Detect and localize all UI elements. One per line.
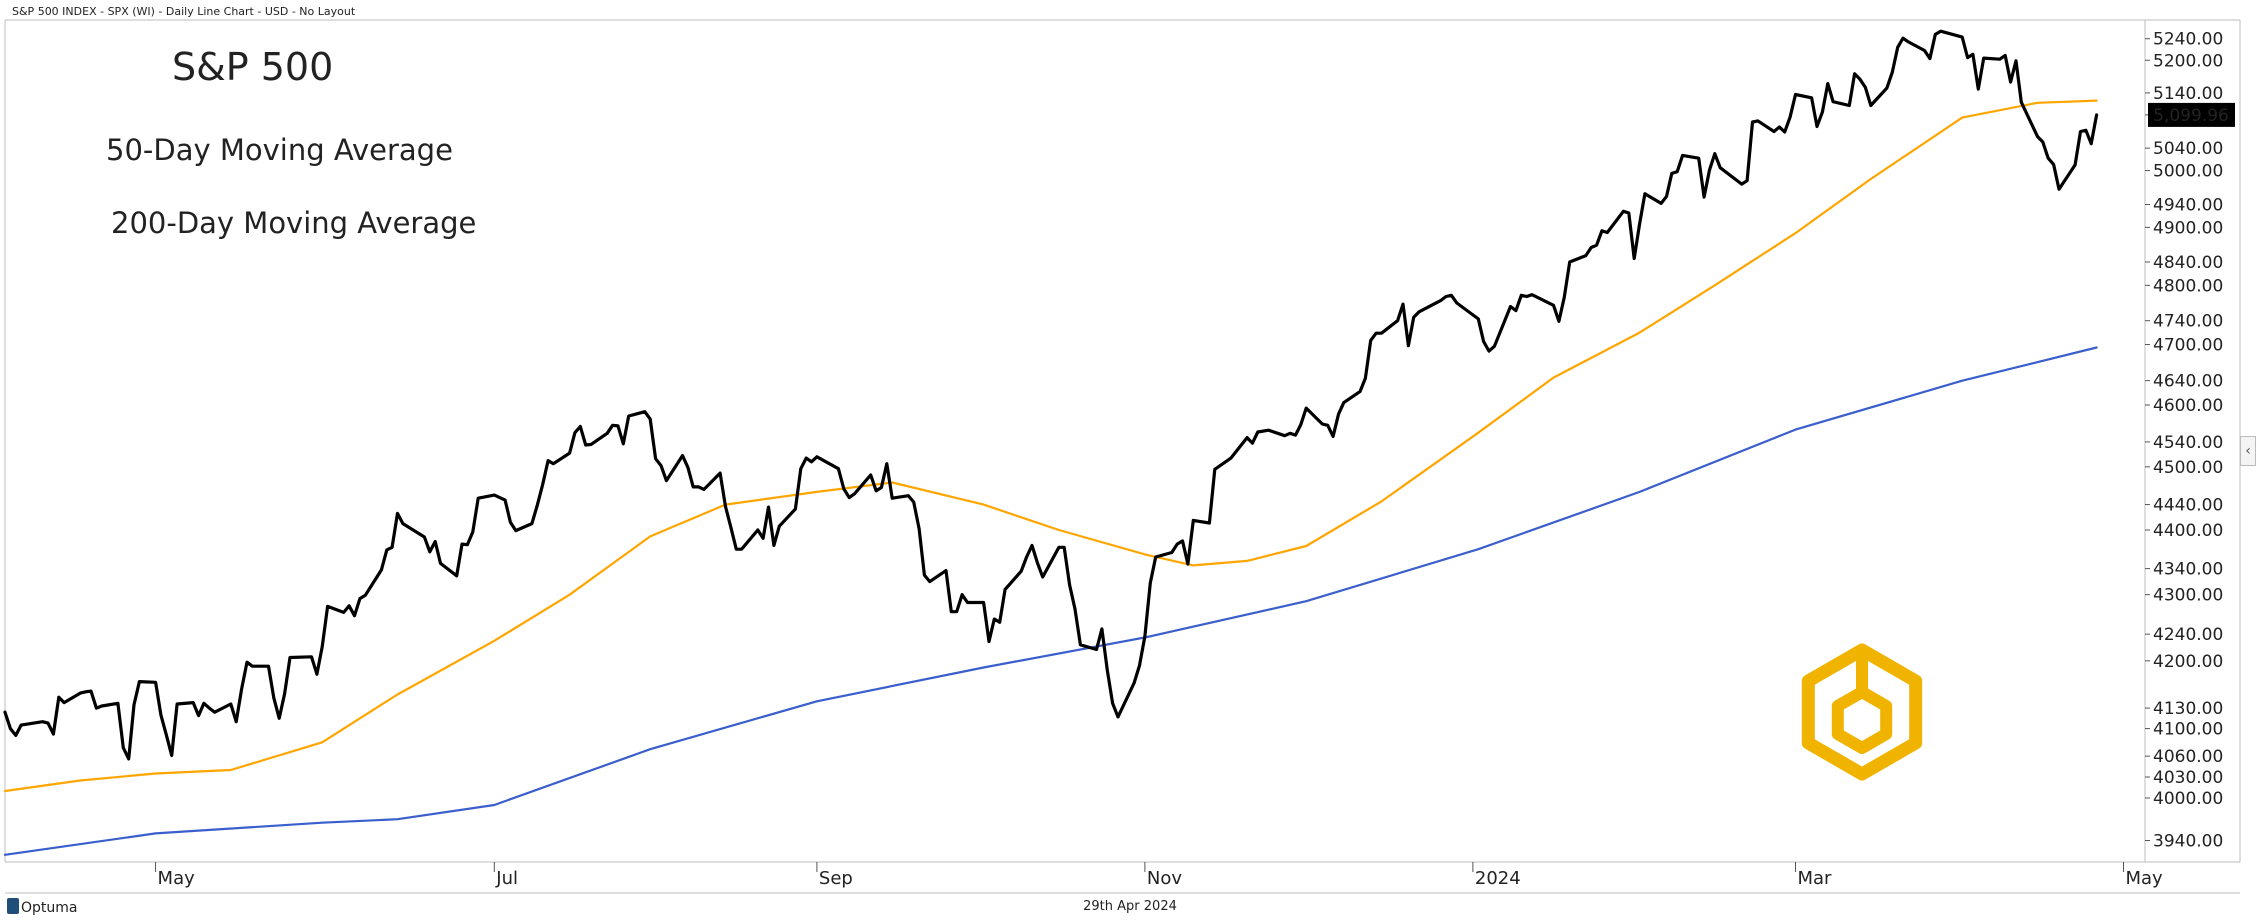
- y-tick-label: 4440.00: [2153, 496, 2223, 516]
- y-tick-label: 4700.00: [2153, 336, 2223, 356]
- y-tick-label: 4100.00: [2153, 720, 2223, 740]
- brand-logo-mark: [1801, 643, 1923, 781]
- footer-brand: Optuma: [21, 900, 78, 916]
- logo-hex-outer: [1801, 643, 1923, 781]
- x-tick-label: Jul: [495, 868, 518, 889]
- y-tick-label: 4740.00: [2153, 312, 2223, 332]
- chart-title: S&P 500: [172, 45, 333, 89]
- series-line-sp500: [3, 29, 2099, 761]
- y-tick-label: 4640.00: [2153, 372, 2223, 392]
- optuma-logo-icon: [7, 898, 19, 914]
- y-tick-label: 4400.00: [2153, 521, 2223, 541]
- y-tick-label: 4240.00: [2153, 625, 2223, 645]
- price-lines: [3, 29, 2099, 856]
- logo-hex-inner: [1831, 686, 1893, 754]
- x-tick-label: Sep: [819, 868, 853, 889]
- y-tick-label: 4000.00: [2153, 789, 2223, 809]
- chart-header-text: S&P 500 INDEX - SPX (WI) - Daily Line Ch…: [12, 5, 356, 18]
- y-tick-label: 4800.00: [2153, 276, 2223, 296]
- x-tick-label: May: [158, 868, 196, 889]
- series-line-ma200: [3, 346, 2098, 856]
- x-tick-label: Mar: [1798, 868, 1833, 889]
- legend-entry-ma50: 50-Day Moving Average: [106, 133, 453, 167]
- y-tick-label: 4940.00: [2153, 195, 2223, 215]
- collapse-panel-button[interactable]: ‹: [2240, 436, 2256, 466]
- y-tick-label: 5140.00: [2153, 84, 2223, 104]
- y-tick-label: 3940.00: [2153, 832, 2223, 852]
- y-tick-label: 4540.00: [2153, 433, 2223, 453]
- y-tick-label: 4500.00: [2153, 458, 2223, 478]
- y-tick-label: 4600.00: [2153, 396, 2223, 416]
- series-line-ma50: [3, 99, 2098, 793]
- last-price-tag: 5,099.96: [2148, 102, 2235, 127]
- y-tick-label: 5040.00: [2153, 139, 2223, 159]
- y-tick-label: 5200.00: [2153, 51, 2223, 71]
- x-axis: May Jul Sep Nov 2024 Mar May: [155, 862, 2163, 889]
- y-tick-label: 5240.00: [2153, 30, 2223, 50]
- footer: Optuma 29th Apr 2024: [7, 898, 1177, 916]
- chevron-left-icon: ‹: [2245, 443, 2251, 459]
- y-tick-label: 4900.00: [2153, 218, 2223, 238]
- x-tick-label: Nov: [1147, 868, 1182, 889]
- last-price-label: 5,099.96: [2153, 106, 2229, 126]
- y-tick-label: 4200.00: [2153, 652, 2223, 672]
- y-tick-label: 4340.00: [2153, 560, 2223, 580]
- y-tick-label: 4300.00: [2153, 586, 2223, 606]
- x-tick-label: May: [2125, 868, 2163, 889]
- y-tick-label: 4840.00: [2153, 253, 2223, 273]
- y-tick-label: 4060.00: [2153, 747, 2223, 767]
- y-tick-label: 5000.00: [2153, 162, 2223, 182]
- y-tick-label: 4130.00: [2153, 699, 2223, 719]
- legend-entry-ma200: 200-Day Moving Average: [111, 206, 476, 240]
- x-tick-label: 2024: [1475, 868, 1521, 889]
- footer-date: 29th Apr 2024: [1083, 899, 1177, 914]
- y-tick-label: 4030.00: [2153, 768, 2223, 788]
